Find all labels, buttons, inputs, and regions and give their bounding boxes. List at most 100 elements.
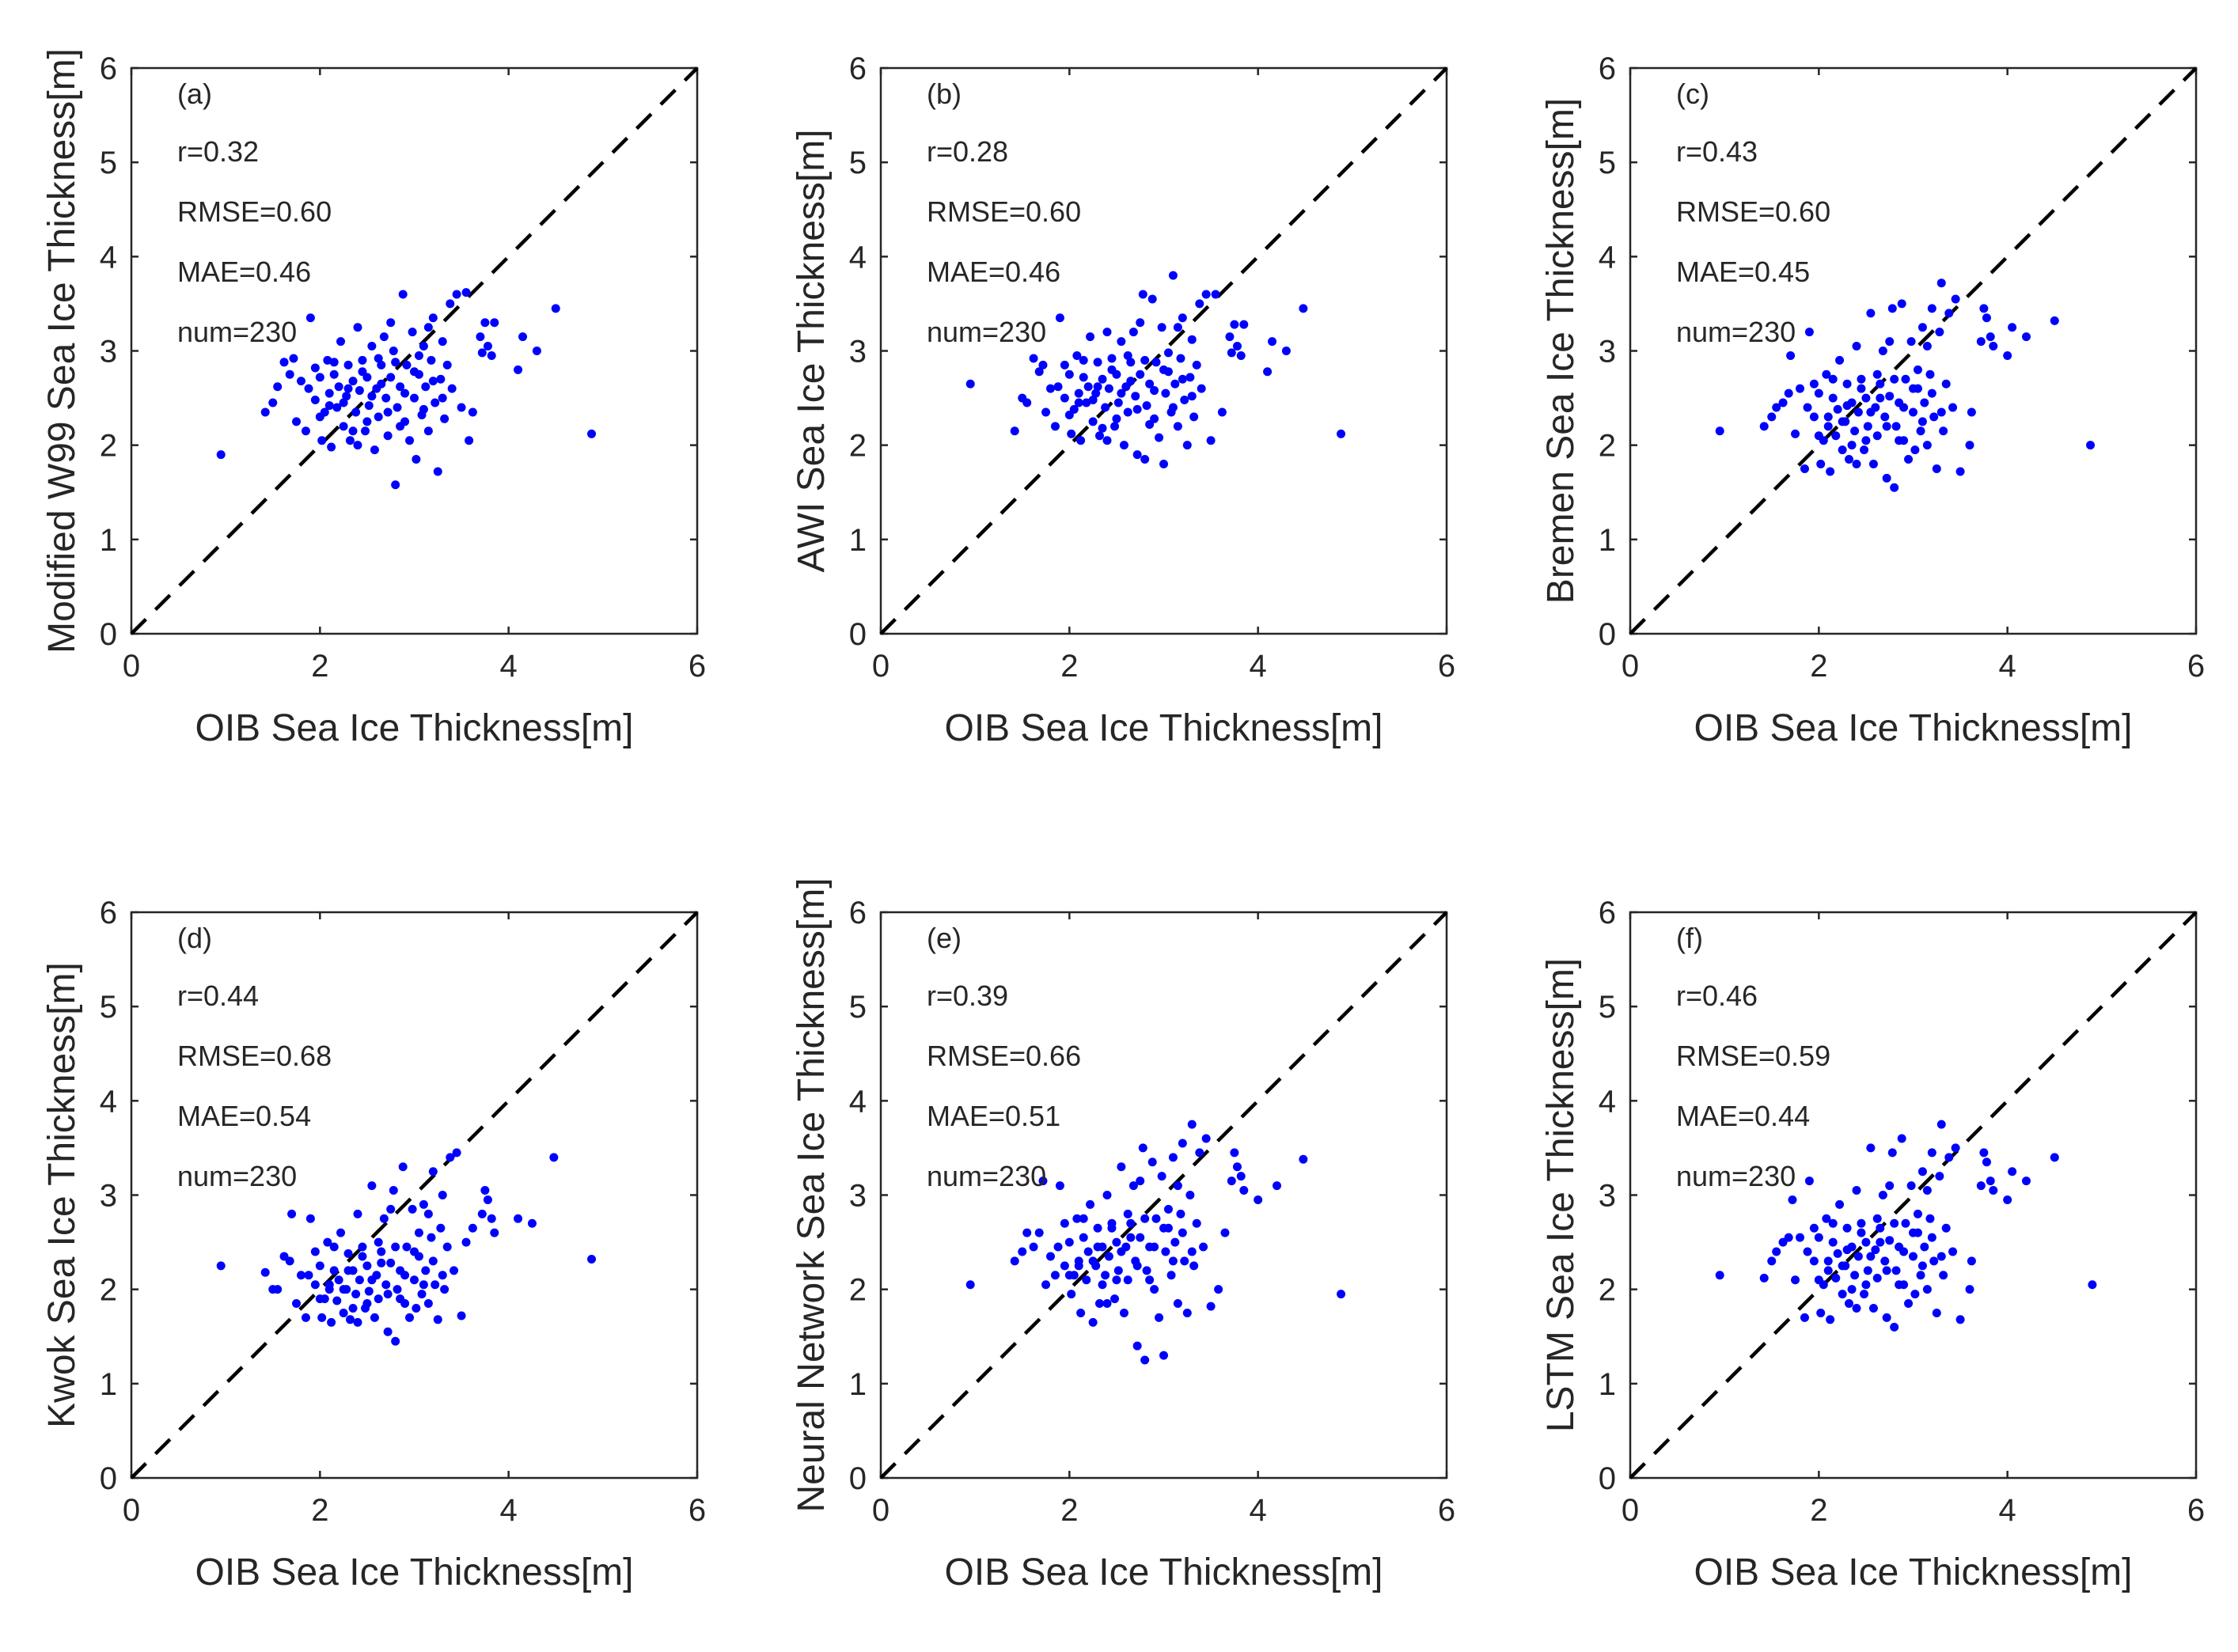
data-point: [1929, 1256, 1939, 1266]
data-point: [436, 374, 446, 384]
data-point: [1337, 1290, 1346, 1299]
data-point: [1852, 460, 1861, 468]
y-tick-label: 0: [1599, 617, 1616, 652]
data-point: [1140, 1355, 1150, 1365]
data-point: [1800, 1313, 1809, 1322]
y-tick-label: 2: [849, 1273, 867, 1308]
data-point: [358, 1242, 367, 1252]
stat-num: num=230: [177, 1160, 297, 1192]
data-point: [1123, 1275, 1132, 1285]
data-point: [1159, 1351, 1168, 1360]
panel-5: 0 2 4 6 0 1 2 3 4 5 6 (f) r=0.46 RMSE=0.59 MAE=0.44 num…: [1540, 896, 2205, 1593]
data-point: [1150, 1242, 1159, 1252]
data-point: [383, 431, 393, 441]
data-point: [461, 288, 471, 297]
data-point: [396, 1294, 405, 1304]
data-point: [457, 403, 466, 412]
data-point: [419, 1199, 428, 1209]
data-point: [391, 1242, 400, 1252]
data-point: [1232, 342, 1242, 351]
data-point: [1046, 1252, 1055, 1261]
data-point: [377, 360, 386, 369]
data-point: [1128, 328, 1138, 337]
data-point: [428, 313, 438, 323]
data-point: [1132, 1341, 1142, 1351]
data-point: [1909, 384, 1917, 393]
data-point: [1861, 393, 1871, 403]
data-point: [285, 1256, 294, 1266]
data-point: [1880, 412, 1890, 422]
data-point: [1041, 407, 1051, 417]
data-point: [1860, 1290, 1869, 1299]
y-axis-label: Modified W99 Sea Ice Thickness[m]: [41, 48, 83, 654]
y-tick-label: 5: [100, 990, 117, 1025]
data-point: [351, 407, 361, 417]
data-point: [1079, 355, 1088, 365]
data-point: [1211, 290, 1220, 299]
data-point: [1236, 1172, 1246, 1181]
y-tick-label: 0: [849, 617, 867, 652]
stat-r: r=0.39: [927, 979, 1008, 1012]
data-point: [348, 1304, 358, 1313]
data-point: [268, 398, 278, 407]
y-axis-label: Kwok Sea Ice Thickness[m]: [41, 962, 83, 1428]
data-point: [386, 373, 396, 382]
stat-rmse: RMSE=0.59: [1676, 1040, 1830, 1072]
y-tick-label: 2: [1599, 429, 1616, 464]
data-point: [377, 1258, 386, 1267]
x-tick-label: 2: [311, 649, 328, 684]
x-tick-label: 6: [688, 1493, 706, 1528]
data-point: [315, 1294, 324, 1304]
data-point: [1113, 398, 1123, 407]
stat-mae: MAE=0.46: [177, 256, 311, 288]
data-point: [1804, 1176, 1814, 1186]
data-point: [442, 360, 452, 369]
data-point: [1936, 1120, 1946, 1129]
data-point: [301, 426, 310, 436]
y-tick-label: 1: [849, 1367, 867, 1402]
data-point: [1809, 379, 1819, 388]
y-tick-label: 2: [100, 429, 117, 464]
data-point: [518, 332, 528, 342]
data-point: [1110, 1294, 1120, 1304]
data-point: [1178, 374, 1187, 384]
data-point: [965, 1280, 975, 1290]
data-point: [1927, 1148, 1936, 1158]
data-point: [1967, 407, 1976, 417]
data-point: [1083, 1247, 1093, 1256]
data-point: [1225, 332, 1235, 342]
y-tick-label: 4: [100, 1084, 117, 1119]
y-axis-label: Bremen Sea Ice Thickness[m]: [1540, 98, 1582, 604]
data-point: [367, 1275, 377, 1285]
data-point: [1929, 412, 1939, 422]
y-tick-label: 2: [849, 429, 867, 464]
data-point: [1093, 358, 1102, 367]
data-point: [1104, 1252, 1113, 1261]
data-point: [421, 1266, 431, 1275]
data-point: [1132, 1261, 1142, 1271]
data-point: [1083, 382, 1093, 392]
data-point: [1986, 332, 1995, 342]
x-tick-label: 4: [1999, 1493, 2016, 1528]
data-point: [1088, 1317, 1098, 1327]
data-point: [431, 398, 440, 407]
data-point: [1230, 1148, 1239, 1158]
data-point: [1102, 1191, 1112, 1199]
data-point: [1082, 1275, 1091, 1285]
data-point: [438, 1191, 447, 1199]
data-point: [402, 1242, 412, 1252]
data-point: [315, 412, 324, 422]
data-point: [1107, 354, 1117, 363]
data-point: [1887, 1148, 1897, 1158]
data-point: [1916, 426, 1925, 436]
y-tick-label: 3: [100, 1179, 117, 1214]
data-point: [339, 422, 348, 431]
data-point: [1022, 1228, 1032, 1237]
data-point: [1195, 299, 1204, 309]
data-point: [374, 1237, 383, 1247]
data-point: [1941, 1223, 1951, 1233]
data-point: [1150, 1285, 1159, 1294]
data-point: [334, 382, 343, 392]
data-point: [1239, 320, 1249, 329]
